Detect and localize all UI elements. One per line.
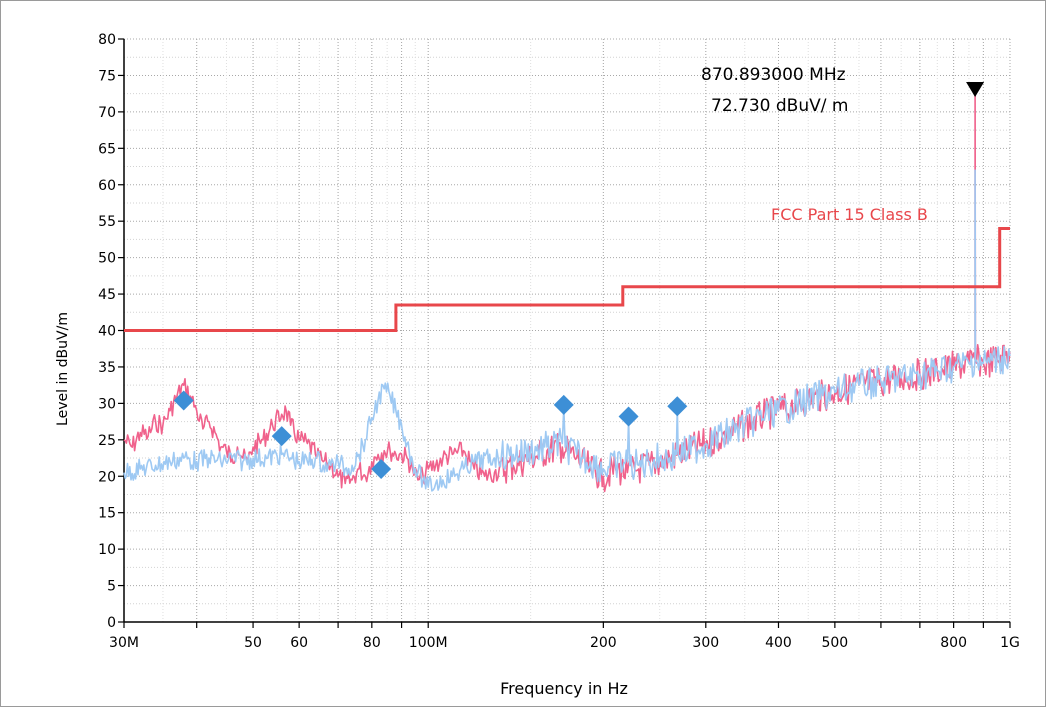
x-tick-label: 400: [765, 635, 792, 651]
measurement-marker: [553, 394, 574, 415]
x-axis-title: Frequency in Hz: [500, 679, 628, 698]
peak-frequency-label: 870.893000 MHz: [701, 65, 846, 85]
peak-level-label: 72.730 dBuV/ m: [711, 96, 848, 116]
measurement-marker: [271, 426, 292, 447]
measurement-marker: [618, 406, 639, 427]
measurement-marker: [371, 458, 392, 479]
y-tick-label: 35: [98, 360, 116, 376]
y-tick-label: 65: [98, 141, 116, 157]
y-axis-title: Level in dBuV/m: [55, 312, 71, 426]
y-tick-label: 55: [98, 214, 116, 230]
x-tick-label: 80: [363, 635, 381, 651]
y-tick-label: 80: [98, 32, 116, 48]
y-tick-label: 60: [98, 178, 116, 194]
y-tick-label: 70: [98, 105, 116, 121]
x-tick-label: 30M: [109, 635, 139, 651]
x-tick-label: 500: [821, 635, 848, 651]
y-tick-label: 20: [98, 469, 116, 485]
y-tick-label: 30: [98, 396, 116, 412]
measurement-marker: [173, 390, 194, 411]
y-tick-label: 10: [98, 542, 116, 558]
y-tick-label: 15: [98, 506, 116, 522]
measurement-marker: [667, 396, 688, 417]
limit-line: [124, 227, 1010, 332]
limit-line-label: FCC Part 15 Class B: [771, 205, 928, 224]
x-tick-label: 100M: [409, 635, 448, 651]
y-tick-label: 75: [98, 68, 116, 84]
series-line-1: [123, 91, 1011, 493]
markers-group: [173, 390, 688, 479]
x-tick-label: 50: [244, 635, 262, 651]
y-tick-label: 50: [98, 251, 116, 267]
x-tick-label: 300: [692, 635, 719, 651]
y-tick-label: 25: [98, 433, 116, 449]
x-tick-label: 1G: [1000, 635, 1020, 651]
x-ticks: 30M 50 60 80 100M 200 300 400 500 800 1G: [109, 622, 1020, 651]
y-ticks: 0 5 10 15 20 25 30 35 40 45 50 55 60 65 70 75 80: [98, 32, 124, 631]
peak-marker-triangle: [966, 81, 985, 97]
x-tick-label: 200: [590, 635, 617, 651]
y-tick-label: 45: [98, 287, 116, 303]
series-line-2: [123, 169, 1011, 492]
peak-group: [966, 81, 985, 97]
limit-line-group: [124, 227, 1010, 332]
series-group: [123, 91, 1011, 493]
y-tick-label: 40: [98, 324, 116, 340]
x-tick-label: 800: [940, 635, 967, 651]
x-tick-label: 60: [290, 635, 308, 651]
y-tick-label: 0: [107, 615, 116, 631]
y-tick-label: 5: [107, 579, 116, 595]
